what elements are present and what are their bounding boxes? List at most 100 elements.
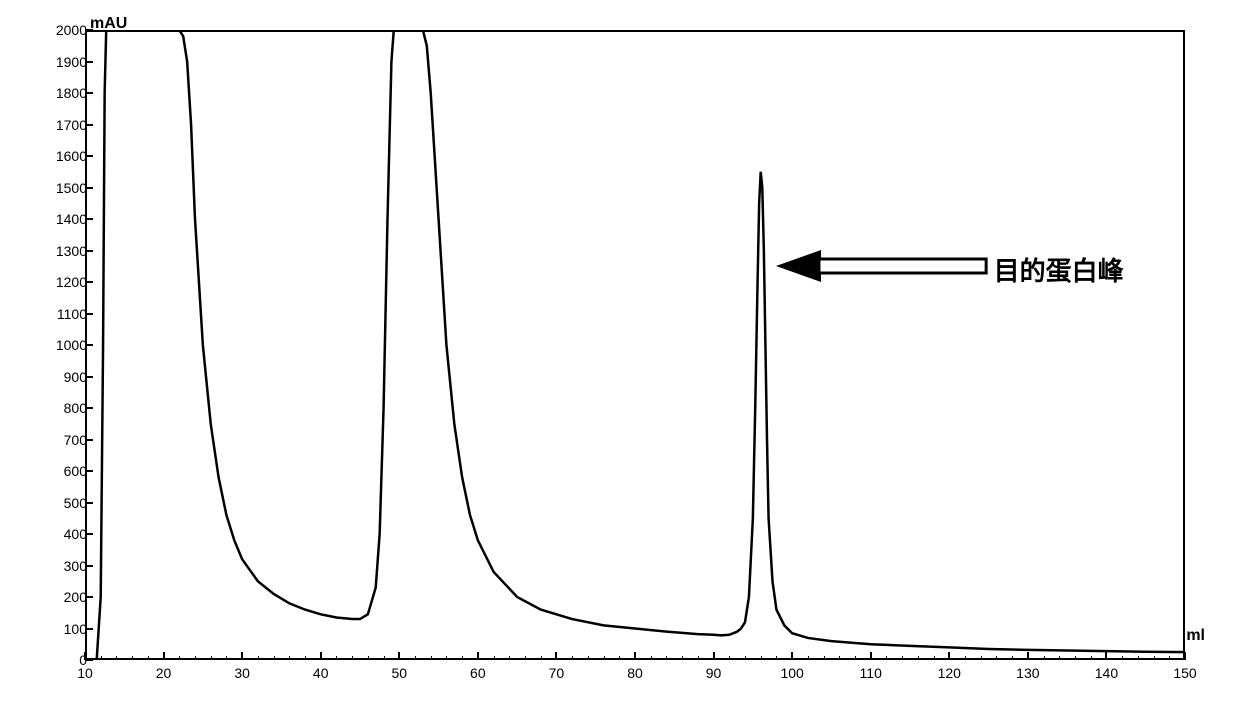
y-tick-label: 1400 — [56, 211, 87, 227]
y-tick-label: 1300 — [56, 243, 87, 259]
y-tick-label: 1900 — [56, 54, 87, 70]
y-tick-label: 1700 — [56, 117, 87, 133]
x-tick-label: 120 — [938, 665, 961, 681]
y-tick-label: 500 — [64, 495, 87, 511]
x-tick-minor — [1091, 656, 1092, 660]
annotation-arrow — [776, 248, 988, 284]
x-tick-minor — [886, 656, 887, 660]
x-tick — [163, 652, 165, 660]
x-tick-minor — [934, 656, 935, 660]
x-tick-minor — [855, 656, 856, 660]
y-tick-label: 1600 — [56, 148, 87, 164]
x-axis-label: ml — [1186, 627, 1205, 645]
x-tick-minor — [415, 656, 416, 660]
y-tick-label: 900 — [64, 369, 87, 385]
y-tick-label: 700 — [64, 432, 87, 448]
x-tick-minor — [179, 656, 180, 660]
x-tick-label: 60 — [470, 665, 486, 681]
y-tick-label: 2000 — [56, 22, 87, 38]
x-tick-minor — [745, 656, 746, 660]
x-tick — [1184, 652, 1186, 660]
x-tick-minor — [1138, 656, 1139, 660]
x-tick — [870, 652, 872, 660]
x-tick — [555, 652, 557, 660]
y-tick-label: 1800 — [56, 85, 87, 101]
x-tick-minor — [824, 656, 825, 660]
x-tick-minor — [572, 656, 573, 660]
x-tick-label: 140 — [1095, 665, 1118, 681]
x-tick-minor — [289, 656, 290, 660]
x-tick-minor — [148, 656, 149, 660]
x-tick-minor — [776, 656, 777, 660]
y-tick-label: 400 — [64, 526, 87, 542]
x-tick-minor — [761, 656, 762, 660]
x-tick-minor — [305, 656, 306, 660]
x-tick-minor — [651, 656, 652, 660]
x-tick-label: 130 — [1016, 665, 1039, 681]
x-tick-label: 50 — [391, 665, 407, 681]
x-tick-label: 10 — [77, 665, 93, 681]
y-tick-label: 300 — [64, 558, 87, 574]
x-tick-minor — [258, 656, 259, 660]
x-tick-label: 40 — [313, 665, 329, 681]
x-tick-minor — [604, 656, 605, 660]
x-tick-minor — [682, 656, 683, 660]
y-tick-label: 600 — [64, 463, 87, 479]
x-tick-minor — [808, 656, 809, 660]
x-tick-minor — [132, 656, 133, 660]
x-tick — [634, 652, 636, 660]
x-tick-minor — [619, 656, 620, 660]
x-tick — [320, 652, 322, 660]
x-tick-minor — [965, 656, 966, 660]
x-tick — [948, 652, 950, 660]
x-tick-label: 80 — [627, 665, 643, 681]
y-tick-label: 1100 — [57, 306, 87, 322]
x-tick — [713, 652, 715, 660]
x-tick-label: 70 — [549, 665, 565, 681]
x-tick-minor — [431, 656, 432, 660]
x-tick-label: 20 — [156, 665, 172, 681]
x-tick-minor — [226, 656, 227, 660]
x-tick-minor — [352, 656, 353, 660]
x-tick-minor — [274, 656, 275, 660]
x-tick — [1027, 652, 1029, 660]
y-tick-label: 1000 — [56, 337, 87, 353]
x-tick-minor — [525, 656, 526, 660]
x-tick-label: 150 — [1173, 665, 1196, 681]
x-tick-label: 30 — [234, 665, 250, 681]
y-tick-label: 800 — [64, 400, 87, 416]
chromatogram-curve — [85, 30, 1185, 660]
x-tick-minor — [101, 656, 102, 660]
x-tick-minor — [981, 656, 982, 660]
x-tick — [477, 652, 479, 660]
x-tick-label: 110 — [860, 665, 882, 681]
x-tick-minor — [1012, 656, 1013, 660]
x-tick-minor — [1044, 656, 1045, 660]
y-tick-label: 200 — [64, 589, 87, 605]
x-tick-minor — [1154, 656, 1155, 660]
x-tick-minor — [494, 656, 495, 660]
x-tick-minor — [509, 656, 510, 660]
x-tick — [398, 652, 400, 660]
x-tick-minor — [698, 656, 699, 660]
x-tick-minor — [902, 656, 903, 660]
x-tick-minor — [1169, 656, 1170, 660]
x-tick-minor — [1059, 656, 1060, 660]
x-tick-minor — [116, 656, 117, 660]
x-tick — [84, 652, 86, 660]
y-tick-label: 1200 — [56, 274, 87, 290]
x-tick-label: 100 — [780, 665, 803, 681]
x-tick-minor — [918, 656, 919, 660]
x-tick-minor — [446, 656, 447, 660]
y-tick-label: 1500 — [56, 180, 87, 196]
x-tick-minor — [729, 656, 730, 660]
y-tick-label: 100 — [64, 621, 87, 637]
x-tick-minor — [1122, 656, 1123, 660]
x-tick — [1105, 652, 1107, 660]
x-tick — [241, 652, 243, 660]
x-tick-minor — [588, 656, 589, 660]
x-tick-minor — [839, 656, 840, 660]
x-tick-minor — [666, 656, 667, 660]
x-tick-minor — [462, 656, 463, 660]
x-tick-minor — [368, 656, 369, 660]
